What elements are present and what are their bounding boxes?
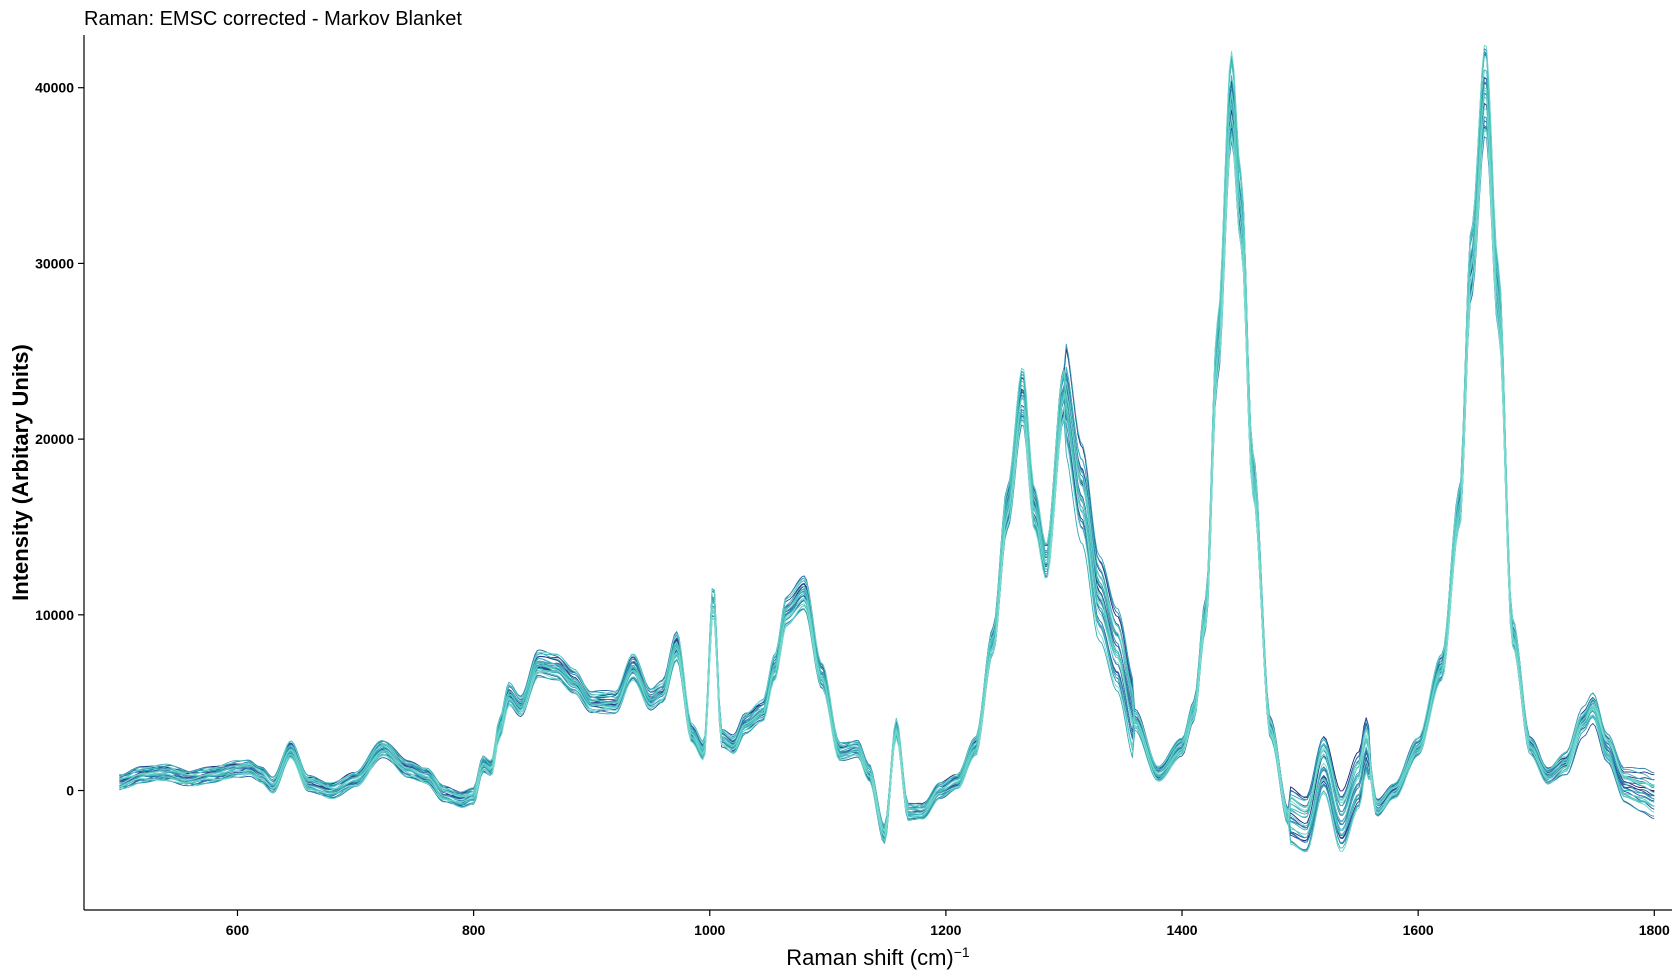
- x-axis-title: Raman shift (cm)−1: [786, 944, 970, 970]
- spectrum-line: [119, 44, 1655, 831]
- spectrum-line: [119, 50, 1655, 835]
- x-tick-label: 800: [462, 922, 486, 938]
- spectrum-line: [119, 52, 1655, 831]
- x-axis-title-text: Raman shift (cm): [786, 945, 953, 970]
- spectrum-line: [119, 107, 1655, 832]
- spectrum-line: [119, 116, 1655, 830]
- x-axis-ticks: 600 800 1000 1200 1400 1600 1800: [226, 910, 1670, 938]
- x-tick-label: 1200: [930, 922, 961, 938]
- x-tick-label: 1400: [1166, 922, 1197, 938]
- chart-title: Raman: EMSC corrected - Markov Blanket: [84, 8, 462, 30]
- spectrum-line: [119, 129, 1655, 837]
- y-tick-label: 10000: [35, 607, 74, 623]
- spectrum-line: [119, 82, 1655, 827]
- x-tick-label: 600: [226, 922, 250, 938]
- x-tick-label: 1000: [694, 922, 725, 938]
- spectrum-line: [119, 93, 1655, 833]
- y-axis-title: Intensity (Arbitary Units): [8, 344, 33, 601]
- y-tick-label: 30000: [35, 255, 74, 271]
- x-tick-label: 1600: [1403, 922, 1434, 938]
- x-axis-title-superscript: −1: [954, 944, 970, 960]
- spectrum-line: [119, 54, 1655, 834]
- spectrum-line: [119, 87, 1655, 853]
- spectrum-line: [119, 96, 1655, 828]
- x-tick-label: 1800: [1639, 922, 1670, 938]
- y-axis-ticks: 0 10000 20000 30000 40000: [35, 80, 84, 799]
- y-tick-label: 40000: [35, 80, 74, 96]
- plot-area: [119, 44, 1655, 853]
- spectra-lines: [119, 44, 1655, 853]
- y-tick-label: 0: [66, 783, 74, 799]
- y-tick-label: 20000: [35, 431, 74, 447]
- spectrum-line: [119, 92, 1655, 830]
